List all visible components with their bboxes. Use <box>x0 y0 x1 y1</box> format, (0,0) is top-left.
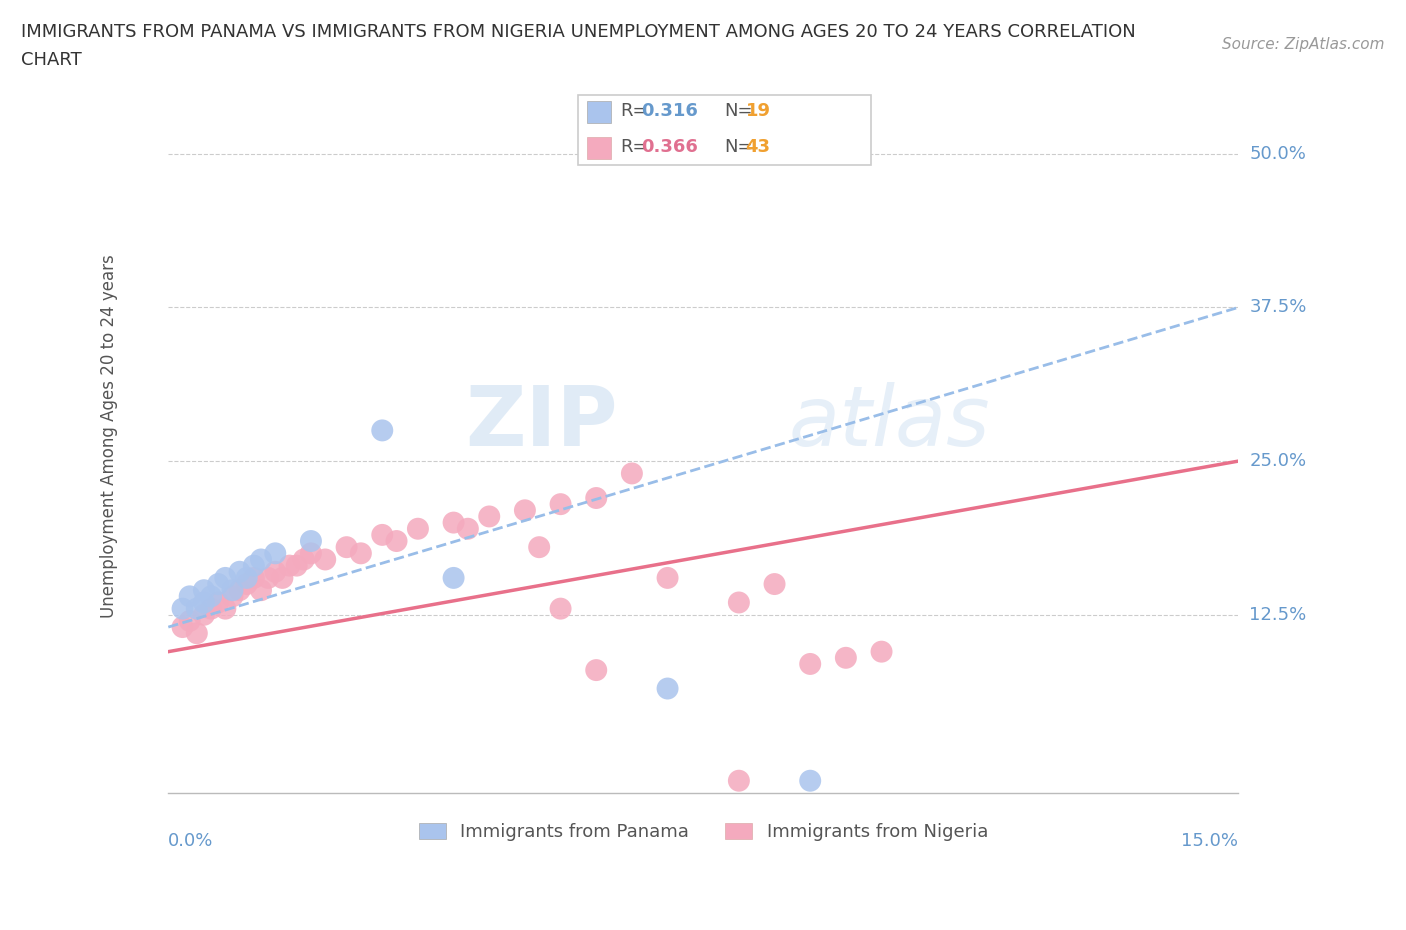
Point <box>278 558 301 573</box>
Point <box>620 466 643 481</box>
Text: 15.0%: 15.0% <box>1181 832 1239 850</box>
Point <box>257 570 280 585</box>
Point <box>527 539 550 554</box>
Point <box>443 570 465 585</box>
Point <box>728 595 751 610</box>
Point <box>692 122 714 137</box>
Text: 50.0%: 50.0% <box>1250 145 1306 163</box>
Point <box>385 534 408 549</box>
Point <box>228 583 250 598</box>
Point <box>314 552 336 567</box>
Point <box>550 497 572 512</box>
Text: 37.5%: 37.5% <box>1250 299 1306 316</box>
Point <box>728 773 751 788</box>
Point <box>235 577 257 591</box>
Text: 12.5%: 12.5% <box>1250 605 1306 624</box>
Point <box>799 773 821 788</box>
Point <box>657 681 679 696</box>
Point <box>657 570 679 585</box>
Point <box>221 583 243 598</box>
Point <box>186 626 208 641</box>
Point <box>193 607 215 622</box>
Point <box>214 601 236 616</box>
Point <box>250 583 273 598</box>
Point <box>478 509 501 524</box>
Point <box>336 539 359 554</box>
Point <box>193 583 215 598</box>
Point <box>763 577 786 591</box>
Point <box>271 570 294 585</box>
Point <box>172 619 194 634</box>
Point <box>214 570 236 585</box>
Point <box>350 546 373 561</box>
Point <box>235 570 257 585</box>
Point <box>550 601 572 616</box>
Point <box>243 558 266 573</box>
Point <box>292 552 315 567</box>
Point <box>870 644 893 659</box>
Point <box>172 601 194 616</box>
Legend: Immigrants from Panama, Immigrants from Nigeria: Immigrants from Panama, Immigrants from … <box>412 816 995 848</box>
Point <box>207 577 229 591</box>
Point <box>264 565 287 579</box>
Point <box>250 552 273 567</box>
Point <box>221 589 243 604</box>
Point <box>193 595 215 610</box>
Point <box>299 546 322 561</box>
Point <box>228 565 250 579</box>
Point <box>585 490 607 505</box>
Text: Unemployment Among Ages 20 to 24 years: Unemployment Among Ages 20 to 24 years <box>100 255 118 618</box>
Point <box>443 515 465 530</box>
Point <box>299 534 322 549</box>
Point <box>264 546 287 561</box>
Point <box>200 589 222 604</box>
Point <box>207 595 229 610</box>
Text: 0.0%: 0.0% <box>169 832 214 850</box>
Text: 25.0%: 25.0% <box>1250 452 1306 471</box>
Point <box>585 663 607 678</box>
Text: atlas: atlas <box>789 382 990 463</box>
Point <box>179 614 201 629</box>
Point <box>179 589 201 604</box>
Point <box>406 522 429 537</box>
Point <box>200 601 222 616</box>
Point <box>513 503 536 518</box>
Point <box>371 527 394 542</box>
Point <box>799 657 821 671</box>
Text: Source: ZipAtlas.com: Source: ZipAtlas.com <box>1222 37 1385 52</box>
Text: CHART: CHART <box>21 51 82 69</box>
Point <box>371 423 394 438</box>
Point <box>285 558 308 573</box>
Point <box>457 522 479 537</box>
Point <box>186 601 208 616</box>
Point <box>835 650 858 665</box>
Text: IMMIGRANTS FROM PANAMA VS IMMIGRANTS FROM NIGERIA UNEMPLOYMENT AMONG AGES 20 TO : IMMIGRANTS FROM PANAMA VS IMMIGRANTS FRO… <box>21 23 1136 41</box>
Text: ZIP: ZIP <box>465 382 617 463</box>
Point <box>243 570 266 585</box>
